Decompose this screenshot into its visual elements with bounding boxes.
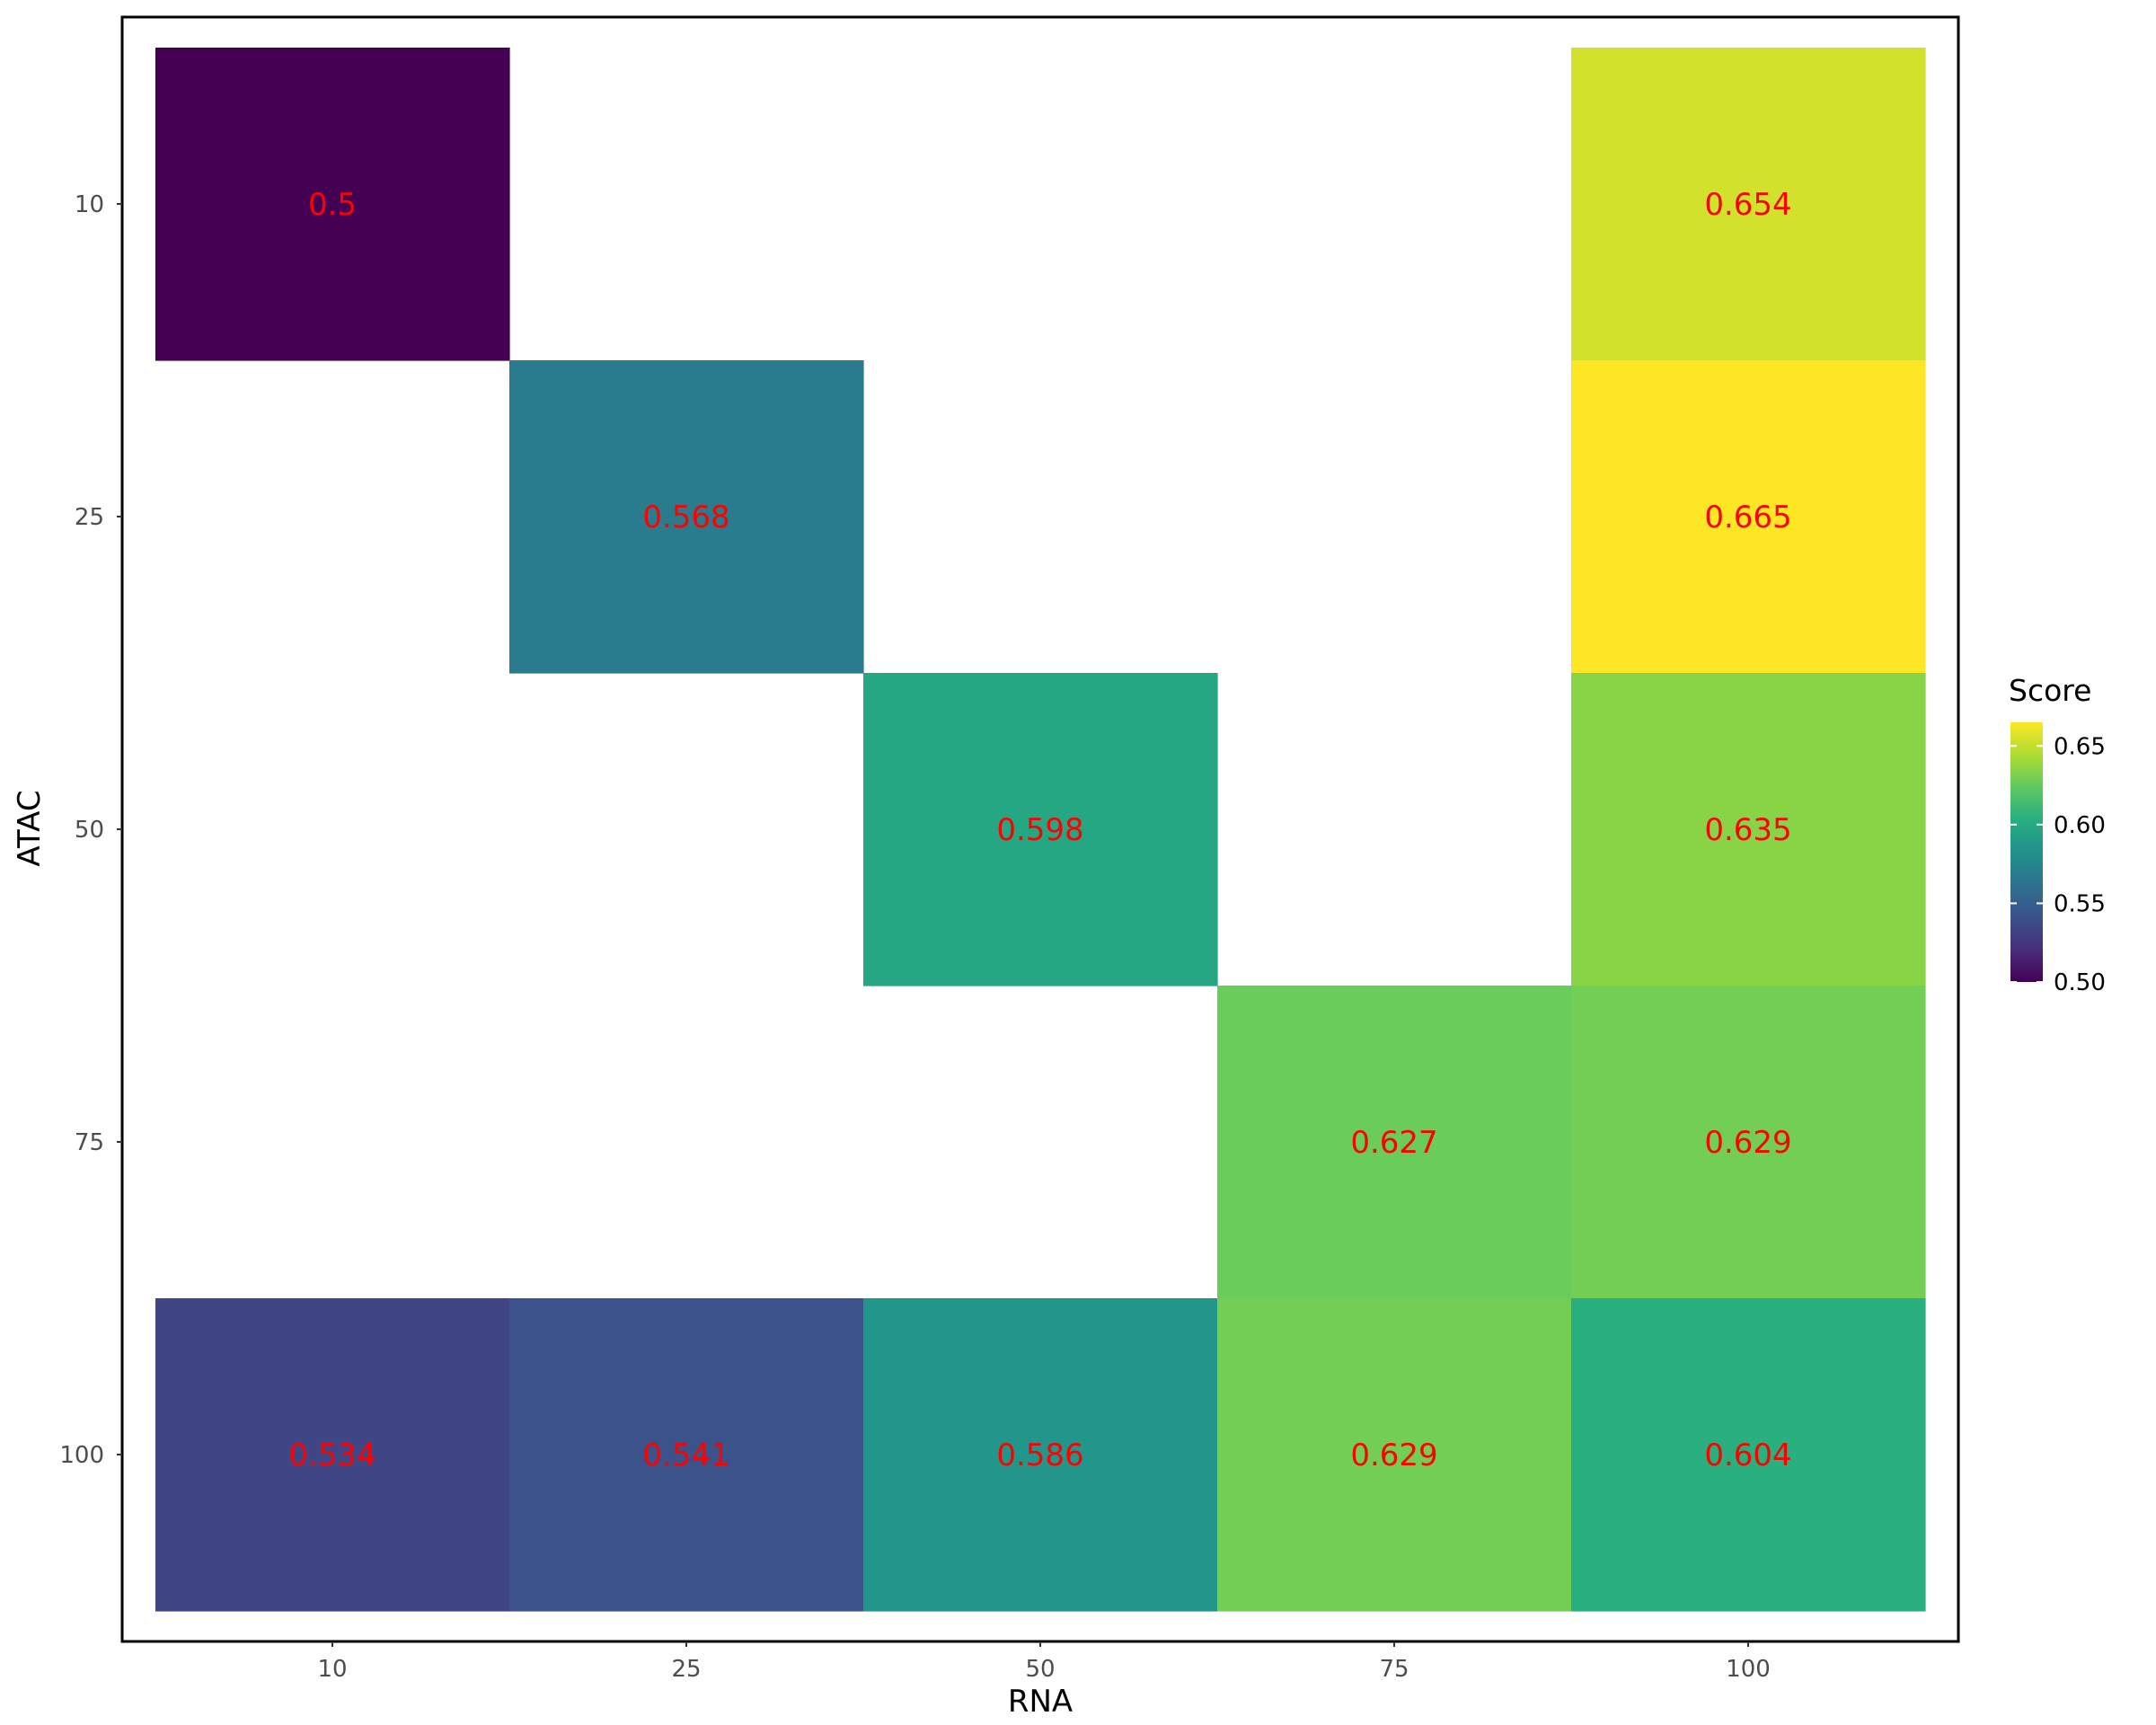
- legend-tick-label: 0.65: [2054, 733, 2106, 760]
- heatmap-cell: [509, 360, 864, 674]
- cell-value-label: 0.635: [1704, 812, 1791, 848]
- heatmap-cell: [1571, 673, 1926, 986]
- x-tick-label: 100: [1726, 1656, 1771, 1683]
- legend-colorbar: [2010, 722, 2043, 982]
- y-axis-ticks: 10 25 50 75 100: [59, 191, 122, 1469]
- heatmap-cell: [155, 1298, 510, 1612]
- cell-value-label: 0.665: [1704, 500, 1791, 535]
- y-tick-label: 50: [75, 817, 104, 844]
- cell-value-label: 0.627: [1350, 1125, 1437, 1161]
- heatmap-cell: [1217, 1298, 1572, 1612]
- legend-ticks: 0.50 0.55 0.60 0.65: [2010, 733, 2106, 996]
- cell-value-label: 0.629: [1704, 1125, 1791, 1161]
- y-tick-label: 75: [75, 1129, 104, 1156]
- x-tick-label: 75: [1379, 1656, 1409, 1683]
- x-axis-ticks: 10 25 50 75 100: [317, 1641, 1771, 1683]
- heatmap-cell: [1571, 48, 1926, 361]
- cell-value-label: 0.5: [308, 187, 357, 223]
- cell-value-label: 0.629: [1350, 1438, 1437, 1473]
- heatmap-cell: [863, 673, 1218, 986]
- legend-tick-label: 0.60: [2054, 812, 2106, 839]
- heatmap-cell: [1217, 986, 1572, 1299]
- x-axis-title: RNA: [1008, 1684, 1073, 1720]
- y-tick-label: 25: [75, 504, 104, 531]
- cell-value-label: 0.654: [1704, 187, 1791, 223]
- legend-title: Score: [2009, 673, 2091, 708]
- cell-value-labels: 0.5 0.654 0.568 0.665 0.598 0.635 0.627 0.629 0.…: [288, 187, 1791, 1473]
- x-tick-label: 10: [317, 1656, 347, 1683]
- heatmap-cell: [509, 1298, 864, 1612]
- cell-value-label: 0.541: [642, 1438, 729, 1473]
- heatmap-cell: [1571, 986, 1926, 1299]
- y-axis-title: ATAC: [12, 790, 48, 866]
- cell-value-label: 0.534: [288, 1438, 376, 1473]
- y-tick-label: 10: [75, 191, 104, 218]
- heatmap-cells: [155, 48, 1926, 1612]
- heatmap-cell: [863, 1298, 1218, 1612]
- legend-tick-label: 0.55: [2054, 890, 2106, 917]
- heatmap-cell: [155, 48, 510, 361]
- legend-tick-label: 0.50: [2054, 969, 2106, 996]
- cell-value-label: 0.586: [996, 1438, 1083, 1473]
- x-tick-label: 50: [1025, 1656, 1055, 1683]
- heatmap-cell: [1571, 1298, 1926, 1612]
- cell-value-label: 0.598: [996, 812, 1083, 848]
- y-tick-label: 100: [59, 1442, 104, 1469]
- cell-value-label: 0.604: [1704, 1438, 1791, 1473]
- cell-value-label: 0.568: [642, 500, 729, 535]
- x-tick-label: 25: [671, 1656, 701, 1683]
- legend: Score 0.50 0.55 0.60 0.65: [2009, 673, 2106, 996]
- heatmap-cell: [1571, 360, 1926, 674]
